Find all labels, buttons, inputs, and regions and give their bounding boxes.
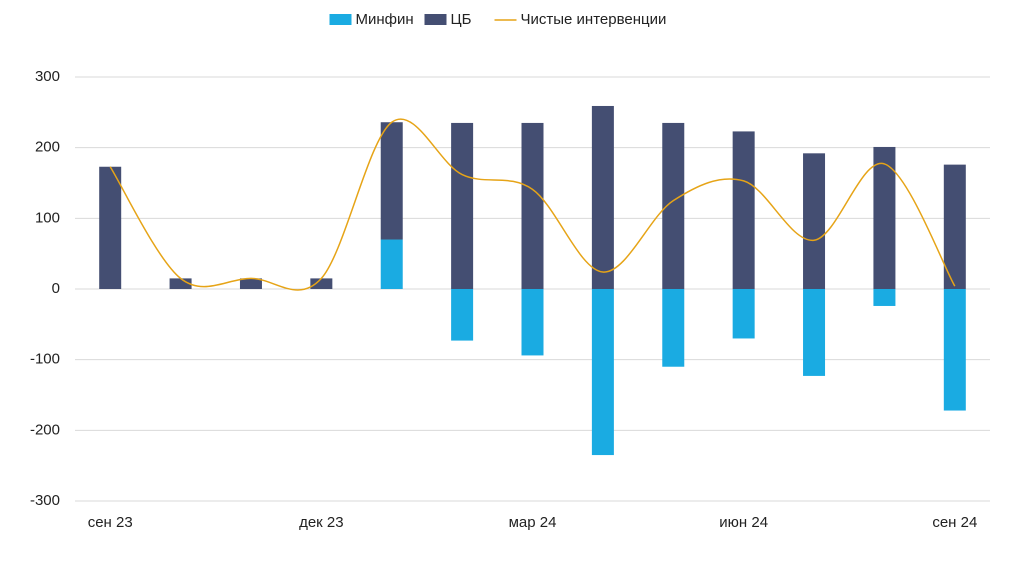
y-tick-label: -200 bbox=[30, 421, 60, 438]
legend-label: Чистые интервенции bbox=[521, 11, 667, 28]
legend-swatch bbox=[424, 14, 447, 25]
x-tick-label: мар 24 bbox=[509, 514, 557, 531]
bar bbox=[662, 122, 685, 289]
bar bbox=[803, 289, 826, 376]
x-tick-label: июн 24 bbox=[719, 514, 768, 531]
bar bbox=[451, 122, 474, 289]
x-tick-label: дек 23 bbox=[299, 514, 344, 531]
y-tick-label: -100 bbox=[30, 351, 60, 368]
bar bbox=[591, 105, 614, 290]
bar bbox=[803, 153, 826, 289]
bar bbox=[451, 289, 474, 341]
bar bbox=[943, 164, 966, 289]
bar bbox=[662, 289, 685, 367]
bar bbox=[943, 289, 966, 411]
y-tick-label: 300 bbox=[35, 68, 60, 85]
bar bbox=[521, 289, 544, 356]
bar bbox=[239, 278, 262, 289]
y-tick-label: 0 bbox=[52, 280, 60, 297]
x-tick-label: сен 23 bbox=[88, 514, 133, 531]
x-tick-label: сен 24 bbox=[932, 514, 977, 531]
bar bbox=[873, 289, 896, 306]
bar bbox=[732, 131, 755, 289]
y-tick-label: 100 bbox=[35, 209, 60, 226]
bar bbox=[169, 278, 192, 289]
line bbox=[109, 118, 956, 291]
bar bbox=[591, 289, 614, 456]
legend-swatch bbox=[329, 14, 352, 25]
bar bbox=[873, 146, 896, 289]
legend-label: Минфин bbox=[356, 11, 414, 28]
bar bbox=[732, 289, 755, 339]
bar bbox=[380, 239, 403, 289]
bar bbox=[380, 122, 403, 240]
legend-label: ЦБ bbox=[451, 11, 472, 28]
bar bbox=[521, 122, 544, 289]
bar bbox=[310, 278, 333, 289]
y-tick-label: 200 bbox=[35, 139, 60, 156]
bar bbox=[99, 166, 122, 289]
y-tick-label: -300 bbox=[30, 492, 60, 509]
